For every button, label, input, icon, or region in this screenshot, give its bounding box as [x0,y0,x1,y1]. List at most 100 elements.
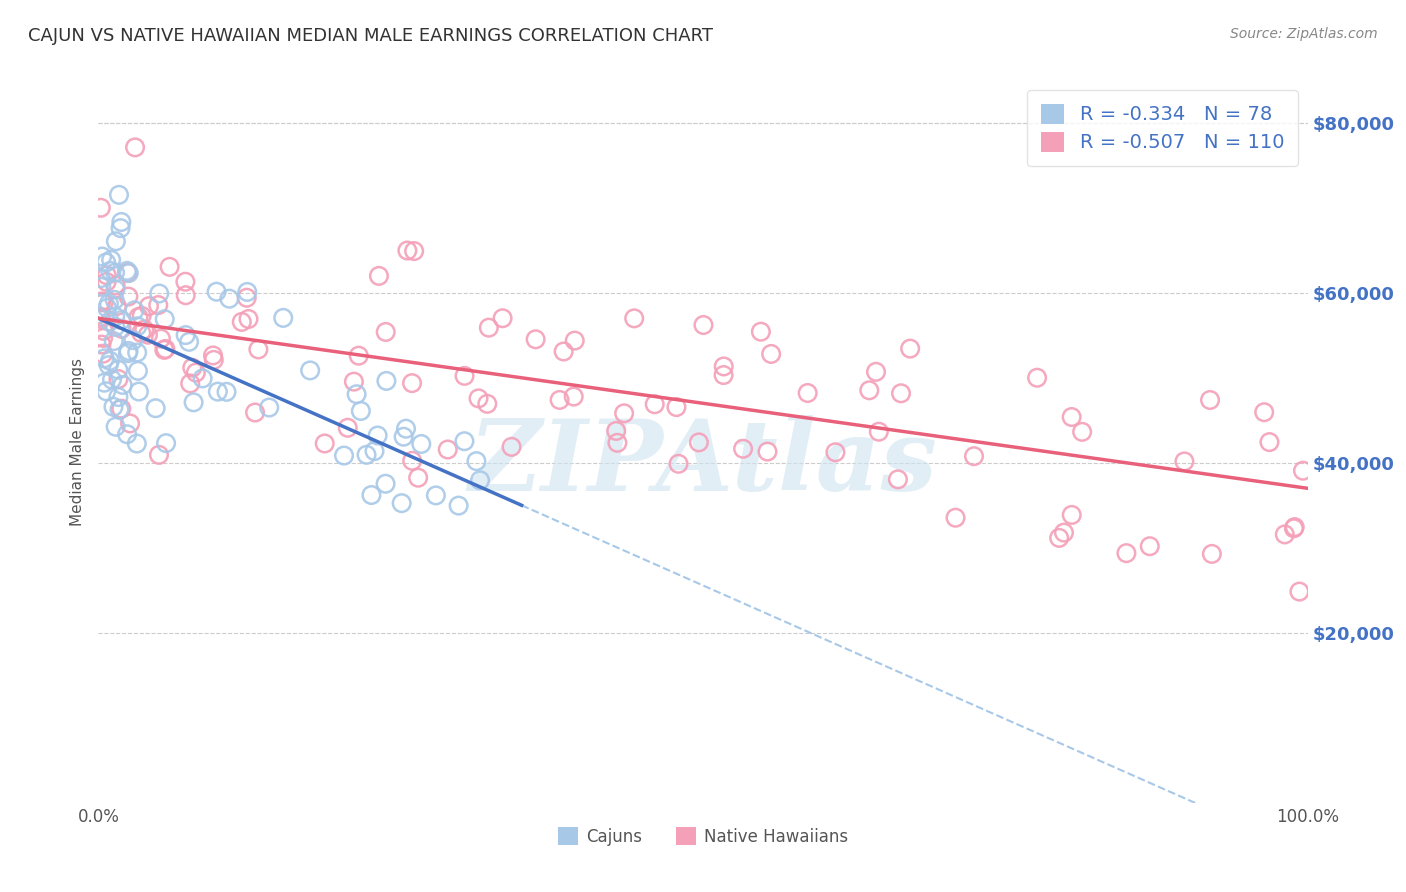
Point [96,255,118,269]
Point [124,303,146,318]
Point [343,375,366,389]
Point [107,372,129,386]
Point [131,309,153,323]
Point [108,187,131,202]
Point [688,435,710,450]
Point [257,401,280,415]
Point [96,301,118,315]
Point [436,442,458,457]
Point [411,437,433,451]
Point [887,472,910,486]
Point [174,275,197,289]
Point [467,392,489,406]
Point [104,320,127,334]
Point [174,328,197,343]
Point [153,343,176,357]
Point [404,244,426,258]
Point [153,312,176,326]
Point [564,334,586,348]
Legend: Cajuns, Native Hawaiians: Cajuns, Native Hawaiians [551,821,855,852]
Point [623,311,645,326]
Point [713,359,735,374]
Point [1026,370,1049,384]
Point [97,358,120,372]
Point [401,376,423,391]
Point [299,363,322,377]
Point [356,448,378,462]
Point [155,436,177,450]
Point [1199,392,1222,407]
Point [118,266,141,280]
Point [159,260,181,274]
Point [1139,539,1161,553]
Point [1284,520,1306,534]
Point [174,288,197,302]
Point [392,430,415,444]
Point [98,264,121,278]
Point [1060,410,1083,425]
Point [104,419,127,434]
Point [238,312,260,326]
Point [336,421,359,435]
Point [148,286,170,301]
Point [183,395,205,409]
Point [395,422,418,436]
Point [1071,425,1094,439]
Y-axis label: Median Male Earnings: Median Male Earnings [69,358,84,525]
Point [1274,527,1296,541]
Point [110,401,132,416]
Point [117,346,139,360]
Point [91,250,114,264]
Point [96,384,118,399]
Point [104,266,127,280]
Point [129,326,152,340]
Point [98,354,121,368]
Point [796,386,818,401]
Point [1060,508,1083,522]
Point [177,334,200,349]
Point [733,442,755,456]
Point [231,315,253,329]
Point [1292,464,1315,478]
Point [90,310,112,324]
Point [759,347,782,361]
Point [215,384,238,399]
Point [218,292,240,306]
Point [468,473,491,487]
Point [478,320,501,334]
Point [271,310,294,325]
Point [148,298,170,312]
Point [350,404,373,418]
Point [890,386,912,401]
Point [562,390,585,404]
Point [93,324,115,338]
Point [1053,525,1076,540]
Text: CAJUN VS NATIVE HAWAIIAN MEDIAN MALE EARNINGS CORRELATION CHART: CAJUN VS NATIVE HAWAIIAN MEDIAN MALE EAR… [28,27,713,45]
Point [145,401,167,416]
Point [865,365,887,379]
Point [1253,405,1275,419]
Point [110,313,132,327]
Point [96,268,118,283]
Point [613,406,636,420]
Point [93,376,115,390]
Point [401,454,423,468]
Point [90,337,112,351]
Point [501,440,523,454]
Point [103,400,125,414]
Point [453,368,475,383]
Point [692,318,714,332]
Point [110,215,132,229]
Point [117,266,139,280]
Point [447,499,470,513]
Point [824,445,846,459]
Point [101,373,124,387]
Point [104,283,127,297]
Point [103,334,125,348]
Point [606,435,628,450]
Point [117,289,139,303]
Point [898,342,921,356]
Point [90,294,112,309]
Point [453,434,475,449]
Point [374,476,396,491]
